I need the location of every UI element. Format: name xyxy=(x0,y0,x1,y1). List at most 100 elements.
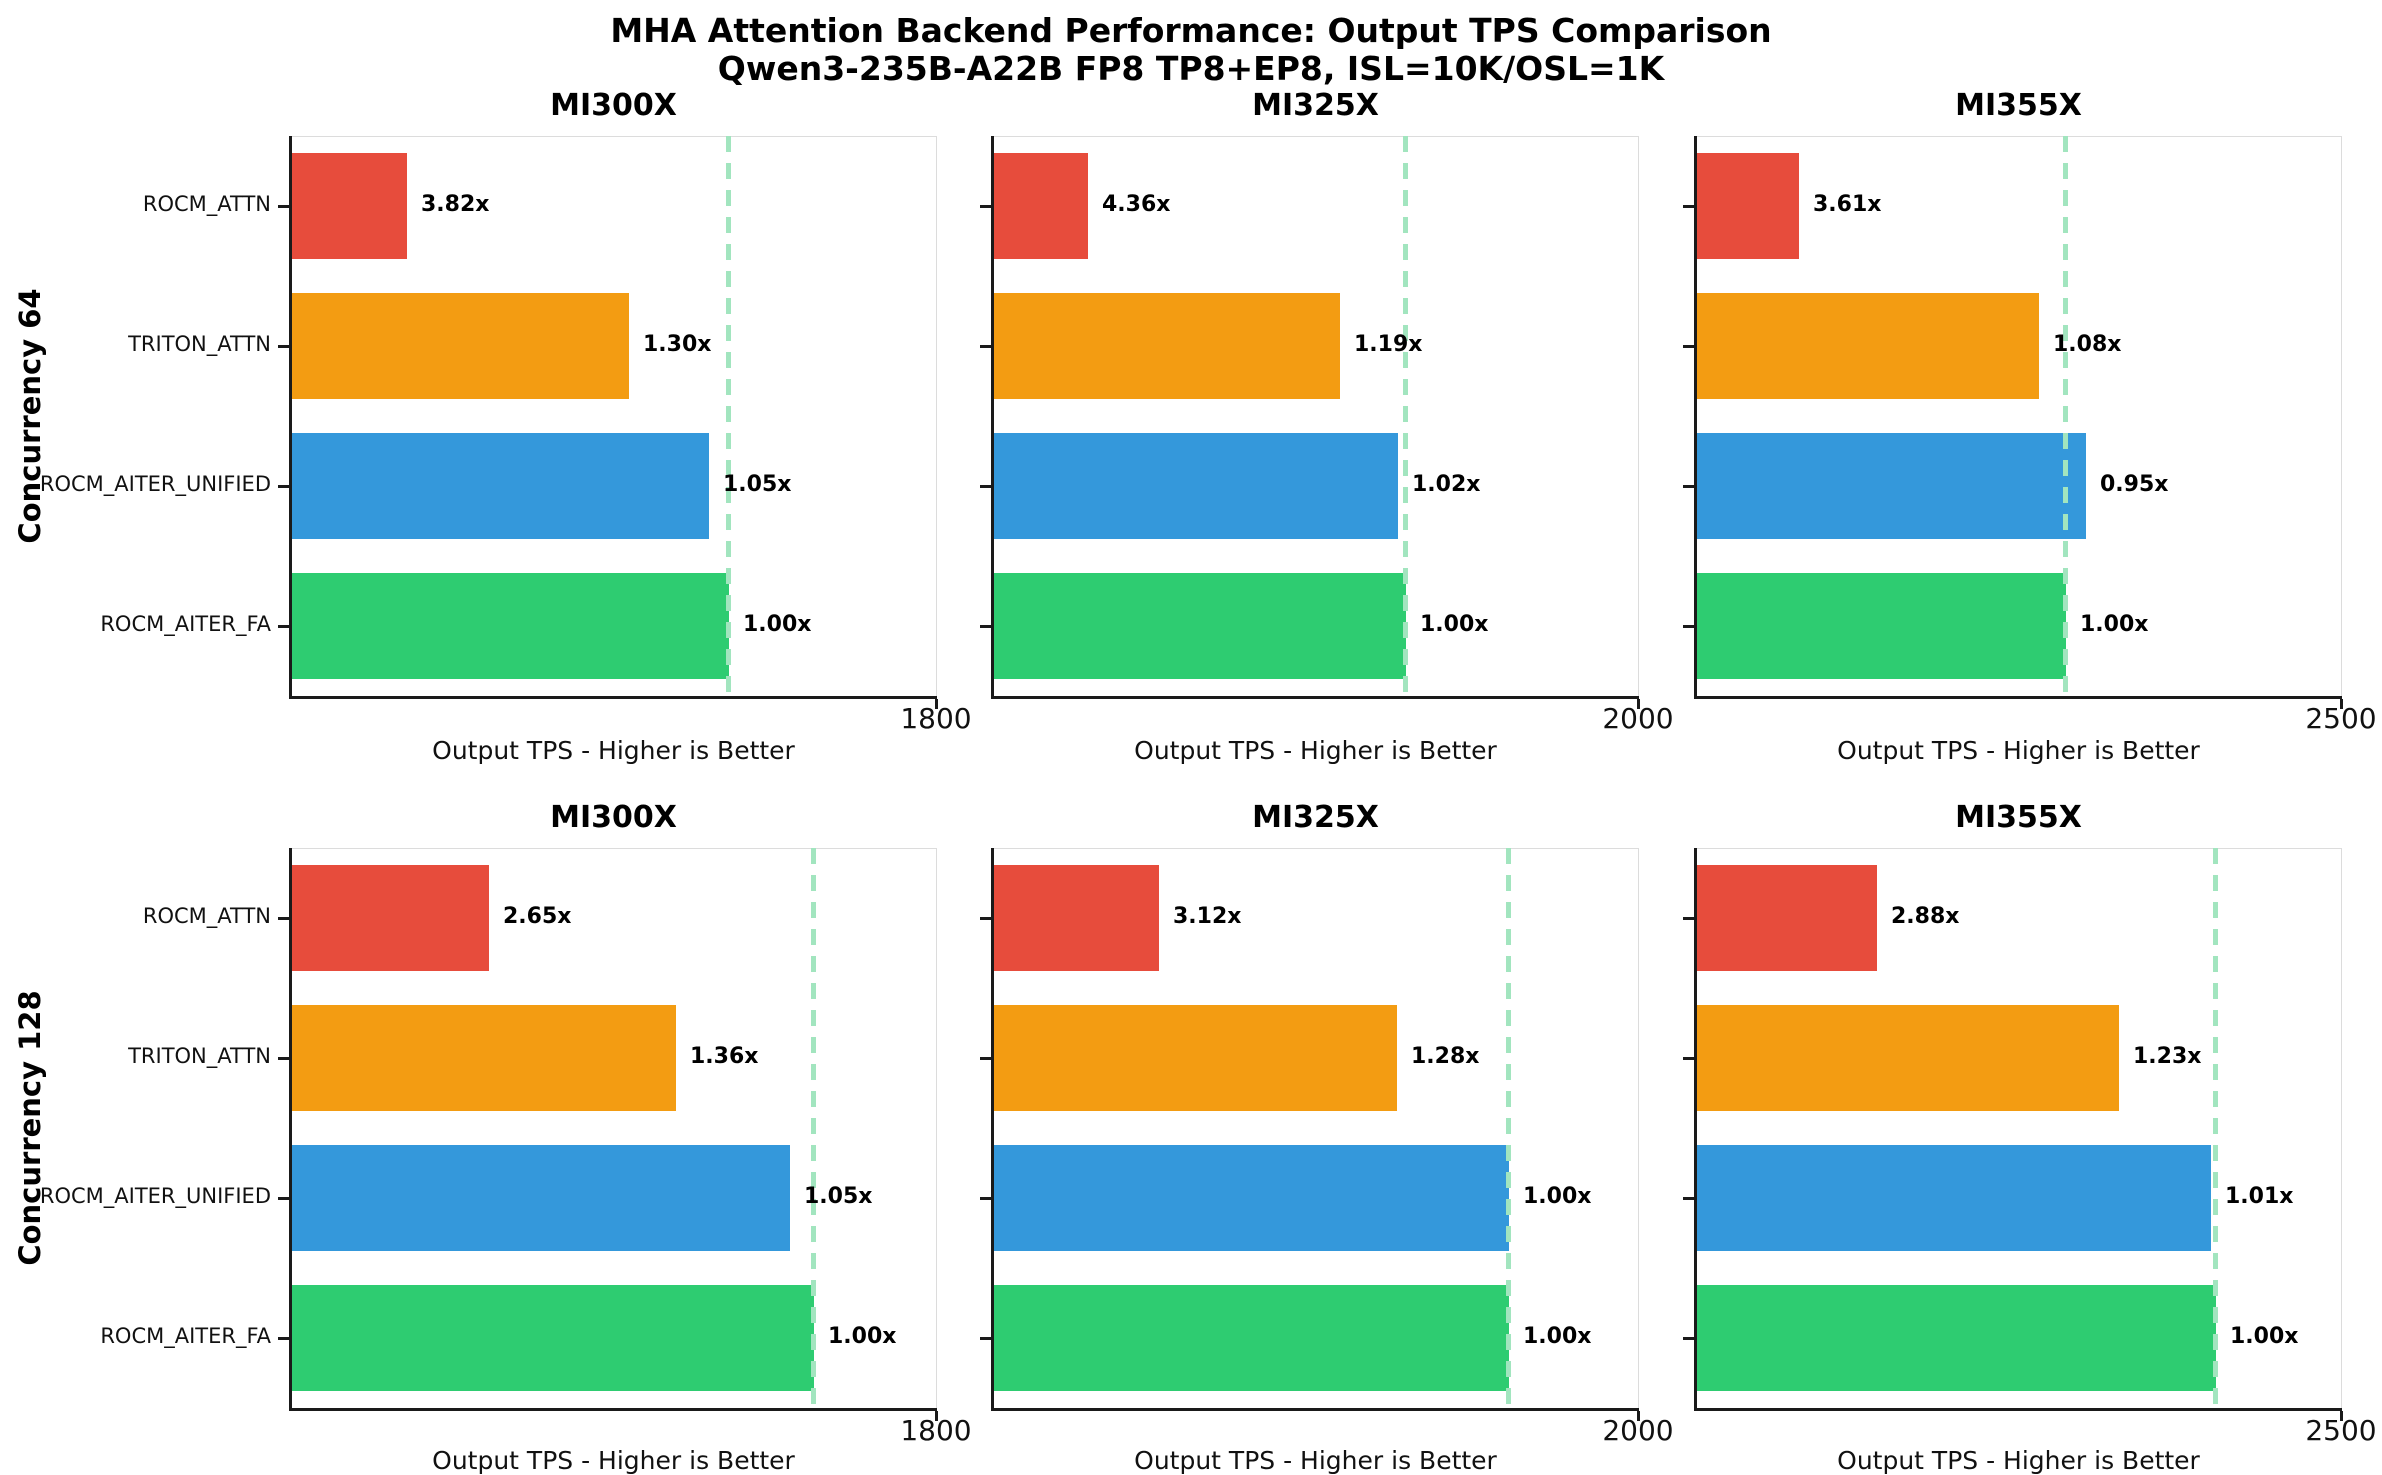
x-tick-mark xyxy=(935,1411,938,1421)
speedup-label: 3.12x xyxy=(1173,904,1242,929)
axis-spine-bottom xyxy=(991,696,1639,699)
chart-title-line1: MHA Attention Backend Performance: Outpu… xyxy=(610,11,1772,50)
axis-spine-bottom xyxy=(289,1408,937,1411)
speedup-label: 2.88x xyxy=(1891,904,1960,929)
bar-rocm-aiter-unified xyxy=(1697,433,2086,539)
axis-spine-bottom xyxy=(991,1408,1639,1411)
axis-spine-right xyxy=(1638,848,1639,1408)
speedup-label: 0.95x xyxy=(2100,472,2169,497)
reference-line xyxy=(811,848,816,1408)
axis-spine-right xyxy=(936,848,937,1408)
x-tick-mark xyxy=(2340,1411,2343,1421)
x-axis-label: Output TPS - Higher is Better xyxy=(1837,1446,2200,1475)
axis-spine-top xyxy=(1696,136,2341,137)
y-tick-mark xyxy=(278,485,289,488)
bar-rocm-aiter-fa xyxy=(994,1285,1509,1391)
y-tick-label: ROCM_AITER_FA xyxy=(100,1324,271,1348)
speedup-label: 1.02x xyxy=(1412,472,1481,497)
x-tick-label: 2000 xyxy=(1602,702,1674,735)
subplot-title: MI300X xyxy=(550,800,677,835)
y-tick-mark xyxy=(980,485,991,488)
x-tick-label: 2500 xyxy=(2305,1414,2377,1447)
y-tick-label: ROCM_AITER_UNIFIED xyxy=(39,1184,271,1208)
axis-spine-right xyxy=(936,136,937,696)
axis-spine-bottom xyxy=(1694,696,2342,699)
subplot-title: MI325X xyxy=(1252,800,1379,835)
bar-rocm-aiter-unified xyxy=(292,433,709,539)
reference-line xyxy=(2213,848,2218,1408)
speedup-label: 3.61x xyxy=(1813,192,1882,217)
speedup-label: 1.00x xyxy=(2230,1324,2299,1349)
reference-line xyxy=(1403,136,1408,696)
speedup-label: 4.36x xyxy=(1102,192,1171,217)
y-tick-mark xyxy=(1683,917,1694,920)
y-tick-mark xyxy=(1683,205,1694,208)
y-tick-mark xyxy=(278,205,289,208)
y-tick-mark xyxy=(1683,625,1694,628)
y-tick-mark xyxy=(278,345,289,348)
x-axis-label: Output TPS - Higher is Better xyxy=(1134,1446,1497,1475)
speedup-label: 3.82x xyxy=(421,192,490,217)
bar-rocm-aiter-unified xyxy=(994,1145,1509,1251)
bar-triton-attn xyxy=(292,1005,676,1111)
y-tick-mark xyxy=(278,917,289,920)
speedup-label: 1.00x xyxy=(1420,612,1489,637)
y-tick-mark xyxy=(980,345,991,348)
axis-spine-right xyxy=(1638,136,1639,696)
x-axis-label: Output TPS - Higher is Better xyxy=(432,736,795,765)
bar-rocm-attn xyxy=(1697,153,1799,259)
y-tick-mark xyxy=(278,1057,289,1060)
y-tick-mark xyxy=(1683,1057,1694,1060)
speedup-label: 1.23x xyxy=(2133,1044,2202,1069)
bar-rocm-aiter-unified xyxy=(1697,1145,2211,1251)
bar-rocm-attn xyxy=(994,865,1159,971)
speedup-label: 1.28x xyxy=(1411,1044,1480,1069)
axis-spine-top xyxy=(993,848,1638,849)
x-tick-mark xyxy=(1637,1411,1640,1421)
y-tick-mark xyxy=(980,917,991,920)
speedup-label: 1.08x xyxy=(2053,332,2122,357)
y-tick-mark xyxy=(1683,1337,1694,1340)
row-label-concurrency: Concurrency 128 xyxy=(13,990,47,1266)
y-tick-mark xyxy=(278,1337,289,1340)
reference-line xyxy=(2063,136,2068,696)
bar-rocm-aiter-unified xyxy=(292,1145,790,1251)
x-tick-mark xyxy=(2340,699,2343,709)
speedup-label: 1.00x xyxy=(743,612,812,637)
x-axis-label: Output TPS - Higher is Better xyxy=(1134,736,1497,765)
subplot-title: MI325X xyxy=(1252,88,1379,123)
speedup-label: 1.01x xyxy=(2225,1184,2294,1209)
axis-spine-top xyxy=(993,136,1638,137)
y-tick-mark xyxy=(278,625,289,628)
x-tick-mark xyxy=(1637,699,1640,709)
speedup-label: 1.19x xyxy=(1354,332,1423,357)
speedup-label: 1.05x xyxy=(723,472,792,497)
x-tick-mark xyxy=(935,699,938,709)
speedup-label: 1.30x xyxy=(643,332,712,357)
y-tick-label: TRITON_ATTN xyxy=(128,332,271,356)
bar-rocm-aiter-fa xyxy=(292,573,729,679)
bar-triton-attn xyxy=(994,1005,1397,1111)
speedup-label: 2.65x xyxy=(503,904,572,929)
y-tick-label: ROCM_ATTN xyxy=(142,904,271,928)
bar-rocm-aiter-unified xyxy=(994,433,1398,539)
bar-triton-attn xyxy=(292,293,629,399)
y-tick-mark xyxy=(980,205,991,208)
subplot-title: MI300X xyxy=(550,88,677,123)
axis-spine-left xyxy=(991,136,994,699)
y-tick-label: ROCM_ATTN xyxy=(142,192,271,216)
speedup-label: 1.00x xyxy=(828,1324,897,1349)
y-tick-mark xyxy=(278,1197,289,1200)
reference-line xyxy=(1506,848,1511,1408)
subplot-title: MI355X xyxy=(1955,800,2082,835)
y-tick-label: TRITON_ATTN xyxy=(128,1044,271,1068)
speedup-label: 1.05x xyxy=(804,1184,873,1209)
y-tick-mark xyxy=(980,1057,991,1060)
y-tick-mark xyxy=(1683,485,1694,488)
bar-rocm-attn xyxy=(292,153,407,259)
axis-spine-left xyxy=(289,848,292,1411)
axis-spine-top xyxy=(291,848,936,849)
axis-spine-bottom xyxy=(1694,1408,2342,1411)
axis-spine-left xyxy=(1694,848,1697,1411)
